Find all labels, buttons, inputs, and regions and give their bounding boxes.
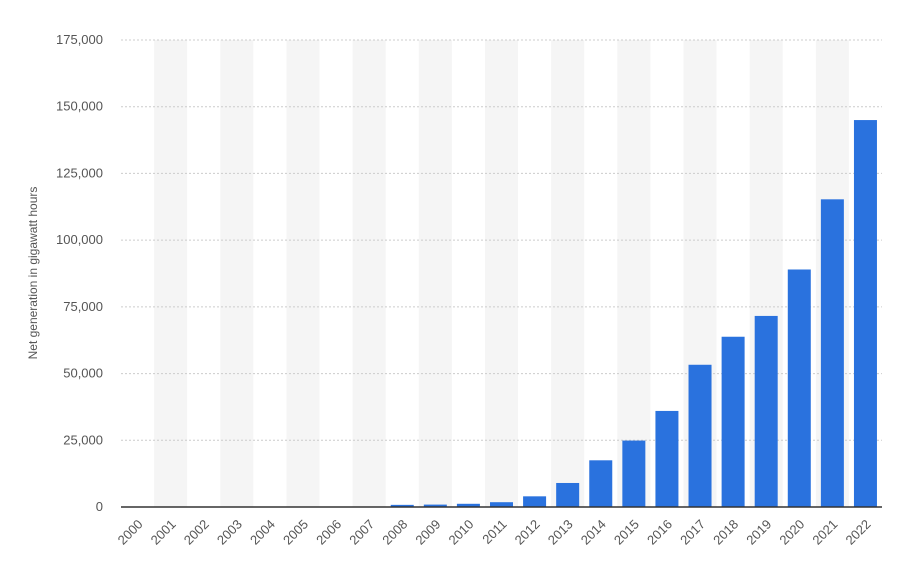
x-tick-label: 2000 [115, 517, 146, 548]
x-tick-label: 2016 [644, 517, 675, 548]
x-tick-label: 2007 [346, 517, 377, 548]
alternating-bands [154, 40, 849, 507]
bar-2017 [688, 364, 712, 507]
bar-2020 [787, 269, 811, 507]
x-tick-label: 2011 [479, 517, 509, 547]
x-tick-label: 2008 [379, 517, 410, 548]
y-tick-label: 25,000 [63, 432, 103, 447]
x-tick-label: 2004 [247, 517, 278, 548]
bar-2008 [390, 504, 414, 507]
x-tick-label: 2010 [445, 517, 476, 548]
x-tick-label: 2012 [512, 517, 543, 548]
bars [390, 120, 877, 508]
x-tick-label: 2006 [313, 517, 344, 548]
x-tick-label: 2019 [743, 517, 774, 548]
x-axis-ticks: 2000 2001 2002 2003 2004 2005 2006 2007 2008 2009… [115, 517, 874, 548]
x-tick-label: 2014 [578, 517, 609, 548]
band-2015 [617, 40, 651, 507]
x-tick-label: 2022 [843, 517, 874, 548]
band-2011 [484, 40, 519, 507]
bar-2022 [853, 120, 877, 508]
bar-2009 [423, 504, 447, 507]
x-tick-label: 2020 [776, 517, 807, 548]
x-tick-label: 2005 [280, 517, 311, 548]
bar-2011 [490, 502, 513, 507]
x-tick-label: 2021 [809, 517, 840, 548]
band-2003 [220, 40, 254, 507]
bar-2019 [754, 315, 778, 507]
bar-2010 [456, 503, 480, 507]
band-2013 [551, 40, 585, 507]
bar-2014 [589, 460, 613, 507]
y-tick-label: 0 [96, 499, 103, 514]
x-tick-label: 2013 [545, 517, 576, 548]
y-tick-label: 125,000 [56, 165, 103, 180]
band-2005 [286, 40, 320, 507]
x-tick-label: 2017 [677, 517, 708, 548]
x-tick-label: 2015 [611, 517, 642, 548]
band-2009 [418, 40, 452, 507]
band-2001 [154, 40, 188, 507]
bar-2016 [655, 410, 679, 507]
bar-2015 [622, 440, 646, 507]
x-tick-label: 2001 [148, 517, 179, 548]
gridlines [121, 39, 882, 441]
y-axis-title: Net generation in gigawatt hours [26, 187, 40, 360]
x-tick-label: 2003 [214, 517, 245, 548]
y-tick-label: 100,000 [56, 232, 103, 247]
x-tick-label: 2002 [181, 517, 212, 548]
y-tick-label: 50,000 [63, 366, 103, 381]
bar-2013 [556, 482, 580, 507]
y-tick-label: 75,000 [63, 299, 103, 314]
x-tick-label: 2018 [710, 517, 741, 548]
x-tick-label: 2009 [412, 517, 443, 548]
y-axis-ticks: 0 25,000 50,000 75,000 100,000 125,000 150,000… [56, 32, 103, 514]
bar-2018 [721, 336, 745, 507]
bar-2012 [523, 496, 547, 507]
bar-2021 [820, 199, 844, 507]
y-tick-label: 150,000 [56, 99, 103, 114]
y-tick-label: 175,000 [56, 32, 103, 47]
band-2007 [352, 40, 386, 507]
